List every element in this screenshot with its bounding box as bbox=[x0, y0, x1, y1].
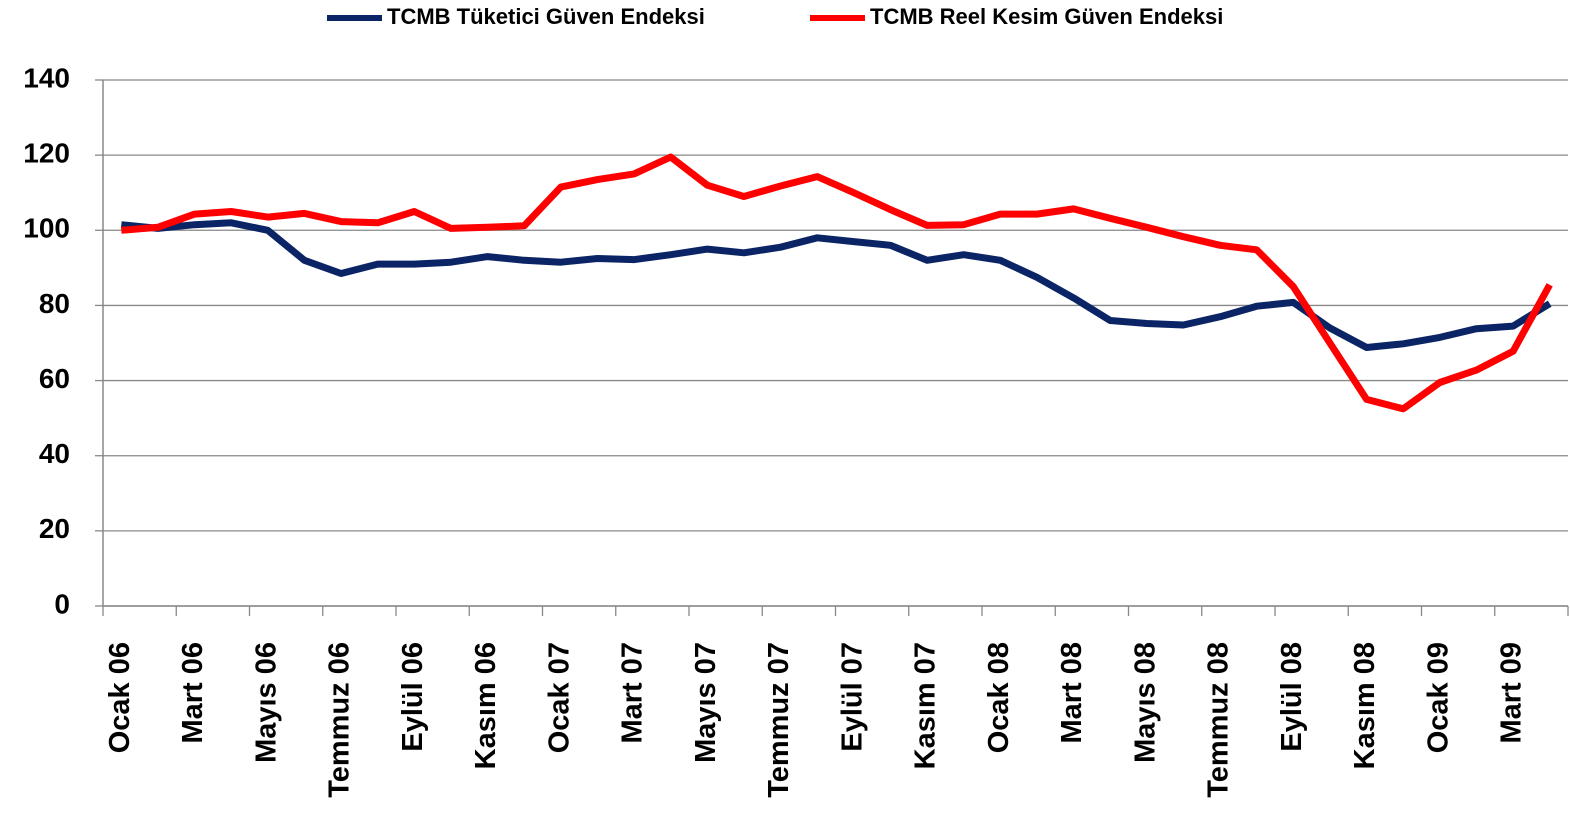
y-tick-label: 120 bbox=[23, 138, 70, 169]
series-line bbox=[121, 153, 1553, 413]
y-tick-label: 100 bbox=[23, 213, 70, 244]
y-tick-label: 0 bbox=[54, 588, 70, 619]
y-tick-label: 80 bbox=[39, 288, 70, 319]
x-tick-label: Mayıs 08 bbox=[1129, 642, 1161, 763]
y-tick-label: 40 bbox=[39, 438, 70, 469]
x-tick-label: Mart 08 bbox=[1056, 642, 1088, 744]
x-tick-label: Kasım 07 bbox=[910, 642, 942, 769]
x-tick-label: Eylül 06 bbox=[397, 642, 429, 752]
x-tick-label: Ocak 08 bbox=[983, 642, 1015, 753]
x-tick-label: Eylül 07 bbox=[836, 642, 868, 752]
x-tick-label: Temmuz 07 bbox=[763, 642, 795, 798]
legend-label: TCMB Tüketici Güven Endeksi bbox=[387, 4, 705, 29]
legend-label: TCMB Reel Kesim Güven Endeksi bbox=[870, 4, 1223, 29]
x-tick-label: Kasım 08 bbox=[1349, 642, 1381, 769]
y-tick-label: 60 bbox=[39, 363, 70, 394]
x-tick-label: Ocak 07 bbox=[543, 642, 575, 753]
x-tick-label: Eylül 08 bbox=[1276, 642, 1308, 752]
series-line bbox=[120, 219, 1552, 351]
x-tick-label: Mayıs 07 bbox=[690, 642, 722, 763]
x-tick-label: Mart 09 bbox=[1496, 642, 1528, 744]
x-tick-label: Mayıs 06 bbox=[250, 642, 282, 763]
y-tick-label: 140 bbox=[23, 62, 70, 93]
y-tick-label: 20 bbox=[39, 513, 70, 544]
x-tick-label: Temmuz 06 bbox=[324, 642, 356, 798]
x-tick-label: Temmuz 08 bbox=[1203, 642, 1235, 798]
x-tick-label: Kasım 06 bbox=[470, 642, 502, 769]
x-tick-label: Mart 06 bbox=[177, 642, 209, 744]
x-tick-label: Ocak 06 bbox=[104, 642, 136, 753]
x-tick-label: Mart 07 bbox=[617, 642, 649, 744]
x-tick-label: Ocak 09 bbox=[1422, 642, 1454, 753]
